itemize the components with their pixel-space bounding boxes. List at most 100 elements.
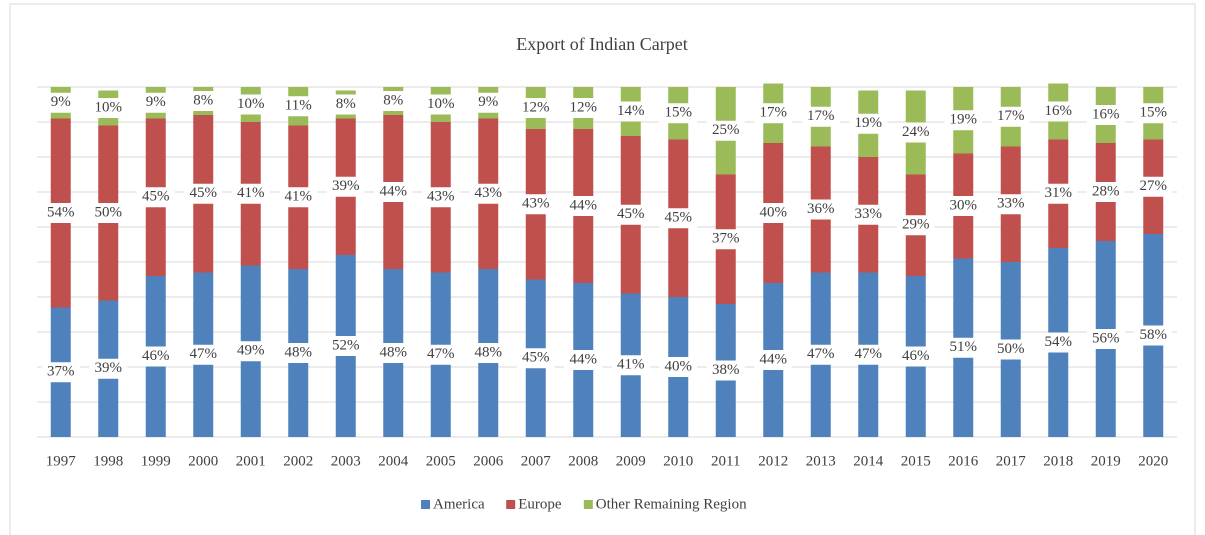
data-label-box bbox=[991, 106, 1030, 127]
legend-swatch bbox=[506, 500, 516, 509]
data-label: 9% bbox=[478, 94, 498, 110]
data-label: 10% bbox=[237, 96, 265, 112]
legend-swatch bbox=[421, 500, 430, 509]
data-label-box bbox=[944, 196, 983, 216]
data-label: 17% bbox=[760, 105, 788, 121]
data-label: 8% bbox=[383, 92, 403, 108]
data-label: 48% bbox=[380, 344, 408, 360]
x-tick-label: 2002 bbox=[283, 453, 313, 469]
data-label-box bbox=[89, 203, 128, 223]
data-label-box bbox=[421, 187, 460, 208]
data-label-box bbox=[801, 344, 840, 365]
data-label-box bbox=[41, 362, 80, 383]
x-tick-label: 2008 bbox=[568, 453, 598, 469]
data-label: 15% bbox=[665, 105, 693, 121]
data-label-box bbox=[849, 344, 888, 365]
data-label-box bbox=[611, 204, 650, 225]
x-tick-label: 2009 bbox=[616, 453, 646, 469]
data-label-box bbox=[516, 348, 555, 369]
data-label: 44% bbox=[570, 351, 598, 367]
data-label-box bbox=[231, 341, 270, 362]
x-tick-label: 2003 bbox=[331, 453, 361, 469]
data-label: 54% bbox=[1045, 334, 1073, 350]
data-label-box bbox=[944, 337, 983, 358]
data-label: 25% bbox=[712, 122, 740, 138]
data-label-box bbox=[1039, 332, 1078, 353]
data-label: 43% bbox=[427, 189, 455, 205]
data-label: 49% bbox=[237, 343, 265, 359]
data-label: 44% bbox=[380, 183, 408, 199]
data-label: 29% bbox=[902, 217, 930, 233]
data-label-box bbox=[659, 208, 698, 229]
data-label: 31% bbox=[1045, 185, 1073, 201]
data-label-box bbox=[279, 343, 318, 363]
data-label: 16% bbox=[1045, 103, 1073, 119]
data-label: 40% bbox=[665, 358, 693, 374]
data-label-box bbox=[89, 98, 128, 118]
data-label: 47% bbox=[190, 346, 218, 362]
data-label: 44% bbox=[570, 197, 598, 213]
data-label: 51% bbox=[950, 339, 978, 355]
data-label-box bbox=[564, 350, 603, 370]
data-label: 48% bbox=[475, 344, 503, 360]
legend-label: Europe bbox=[518, 496, 562, 512]
data-label: 17% bbox=[997, 108, 1025, 124]
data-label-box bbox=[231, 94, 270, 115]
data-label: 9% bbox=[146, 94, 166, 110]
data-label: 14% bbox=[617, 103, 645, 119]
data-label-box bbox=[754, 103, 793, 124]
data-label: 45% bbox=[522, 350, 550, 366]
x-tick-label: 2016 bbox=[948, 453, 979, 469]
data-label: 19% bbox=[950, 112, 978, 128]
data-label-box bbox=[516, 98, 555, 118]
data-label-box bbox=[1134, 176, 1173, 197]
data-label: 36% bbox=[807, 201, 835, 217]
legend-label: Other Remaining Region bbox=[596, 496, 747, 512]
data-label-box bbox=[801, 199, 840, 220]
data-label-box bbox=[374, 91, 413, 111]
data-label-box bbox=[421, 94, 460, 115]
data-label-box bbox=[136, 92, 175, 113]
data-label: 45% bbox=[190, 185, 218, 201]
legend-swatch bbox=[583, 500, 593, 509]
data-label-box bbox=[754, 203, 793, 223]
data-label-box bbox=[754, 350, 793, 370]
x-tick-label: 2010 bbox=[663, 453, 693, 469]
data-label: 43% bbox=[522, 196, 550, 212]
data-label-box bbox=[991, 339, 1030, 360]
legend-label: America bbox=[433, 496, 485, 512]
data-label-box bbox=[611, 101, 650, 122]
data-label: 9% bbox=[51, 94, 71, 110]
data-label-box bbox=[706, 120, 745, 141]
data-label: 45% bbox=[617, 206, 645, 222]
data-label: 38% bbox=[712, 362, 740, 378]
data-label: 8% bbox=[336, 96, 356, 112]
data-label-box bbox=[1134, 325, 1173, 346]
data-label-box bbox=[421, 344, 460, 365]
data-label: 12% bbox=[522, 99, 550, 115]
data-label-box bbox=[184, 91, 223, 111]
data-label: 10% bbox=[95, 99, 123, 115]
data-label-box bbox=[1039, 101, 1078, 122]
x-tick-label: 2017 bbox=[996, 453, 1027, 469]
data-label-box bbox=[184, 183, 223, 204]
data-label: 56% bbox=[1092, 330, 1120, 346]
data-label: 39% bbox=[332, 178, 360, 194]
data-label: 10% bbox=[427, 96, 455, 112]
data-label-box bbox=[469, 92, 508, 113]
data-label: 27% bbox=[1140, 178, 1168, 194]
data-label: 58% bbox=[1140, 327, 1168, 343]
data-label-box bbox=[136, 187, 175, 208]
data-label-box bbox=[279, 96, 318, 117]
data-label: 54% bbox=[47, 204, 75, 220]
data-label: 46% bbox=[142, 348, 170, 364]
x-tick-label: 2014 bbox=[853, 453, 884, 469]
data-label: 37% bbox=[712, 231, 740, 247]
data-label: 16% bbox=[1092, 106, 1120, 122]
data-label: 12% bbox=[570, 99, 598, 115]
x-tick-label: 2013 bbox=[806, 453, 836, 469]
data-label-box bbox=[41, 203, 80, 223]
data-label-box bbox=[659, 357, 698, 377]
data-label-box bbox=[326, 176, 365, 197]
